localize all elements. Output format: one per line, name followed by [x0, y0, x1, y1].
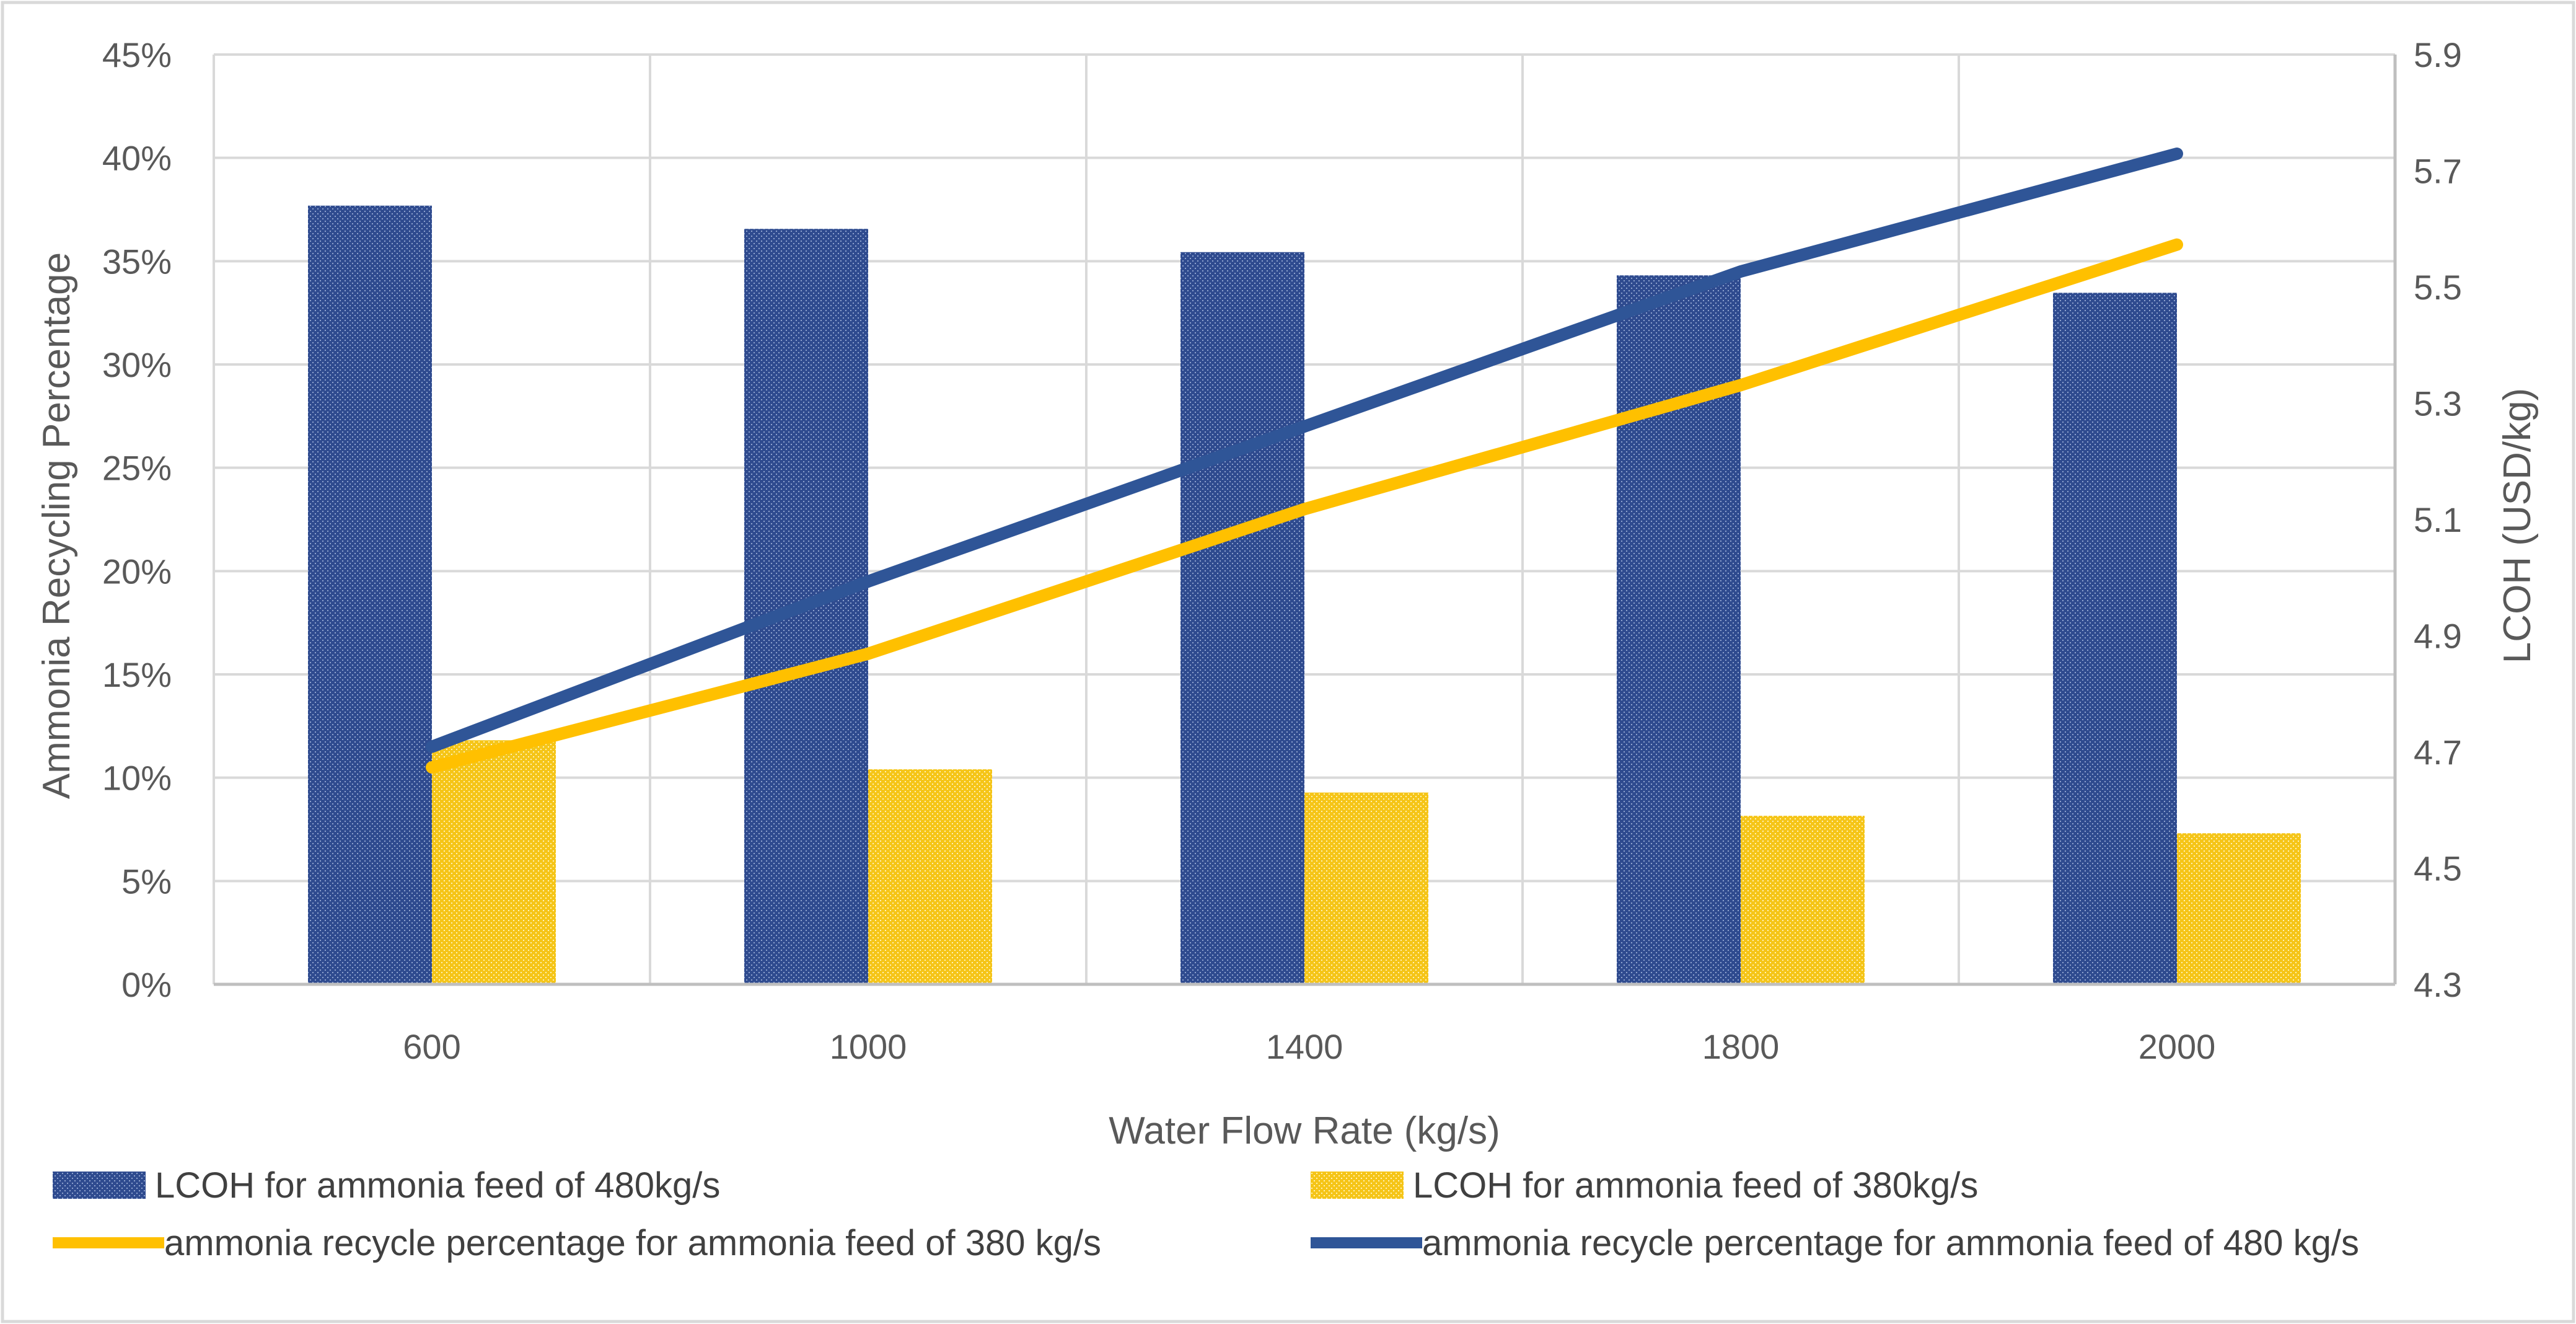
legend-item: ammonia recycle percentage for ammonia f… [53, 1223, 1101, 1263]
bar [432, 740, 556, 984]
bar [868, 769, 992, 984]
legend-label: LCOH for ammonia feed of 480kg/s [155, 1165, 720, 1206]
x-tick-label: 1800 [1702, 1027, 1780, 1066]
legend-swatch [53, 1172, 146, 1199]
y-right-tick-label: 4.7 [2414, 733, 2462, 772]
legend-item: LCOH for ammonia feed of 480kg/s [53, 1165, 720, 1206]
bar [1617, 275, 1741, 984]
y-right-tick-label: 5.9 [2414, 35, 2462, 74]
y-left-tick-label: 30% [102, 345, 172, 384]
legend-swatch [1311, 1172, 1404, 1199]
y-right-tick-label: 4.9 [2414, 617, 2462, 656]
y-left-tick-label: 15% [102, 655, 172, 694]
x-tick-label: 1400 [1266, 1027, 1343, 1066]
legend-label: ammonia recycle percentage for ammonia f… [1422, 1223, 2359, 1263]
y-right-tick-label: 5.7 [2414, 152, 2462, 191]
x-tick-label: 2000 [2139, 1027, 2216, 1066]
y-axis-left-title: Ammonia Recycling Percentage [35, 252, 78, 799]
y-left-tick-label: 40% [102, 139, 172, 178]
x-axis-title: Water Flow Rate (kg/s) [1109, 1110, 1500, 1152]
legend-label: ammonia recycle percentage for ammonia f… [164, 1223, 1101, 1263]
series-line [426, 238, 2183, 774]
bar [308, 205, 432, 984]
y-right-tick-label: 4.3 [2414, 965, 2462, 1004]
legend-item: ammonia recycle percentage for ammonia f… [1311, 1223, 2359, 1263]
bar [1741, 816, 1865, 984]
x-tick-label: 600 [403, 1027, 460, 1066]
bar [1304, 792, 1428, 984]
axis-layer: 0% 5% 10% 15% 20% 25% 30% 35% 40% 45% 4.3 4.5 4.7 4.9… [102, 35, 2462, 1066]
x-tick-label: 1000 [830, 1027, 907, 1066]
y-left-tick-label: 5% [121, 862, 172, 901]
y-left-tick-label: 0% [121, 965, 172, 1004]
bar [2177, 833, 2301, 984]
legend-item: LCOH for ammonia feed of 380kg/s [1311, 1165, 1978, 1206]
bar [1180, 252, 1304, 984]
y-left-tick-label: 45% [102, 35, 172, 74]
y-right-tick-label: 5.1 [2414, 500, 2462, 539]
y-left-tick-label: 35% [102, 242, 172, 281]
y-left-tick-label: 25% [102, 449, 172, 488]
bar-layer [308, 205, 2301, 984]
line-layer [426, 148, 2183, 774]
bar [2053, 293, 2177, 984]
y-right-tick-label: 5.5 [2414, 268, 2462, 307]
y-right-tick-label: 5.3 [2414, 384, 2462, 423]
legend-label: LCOH for ammonia feed of 380kg/s [1413, 1165, 1978, 1206]
series-line [426, 148, 2183, 753]
y-right-tick-label: 4.5 [2414, 849, 2462, 888]
y-axis-right-title: LCOH (USD/kg) [2496, 388, 2539, 663]
y-left-tick-label: 10% [102, 759, 172, 798]
legend: LCOH for ammonia feed of 480kg/s LCOH for… [53, 1165, 2359, 1263]
y-left-tick-label: 20% [102, 552, 172, 591]
